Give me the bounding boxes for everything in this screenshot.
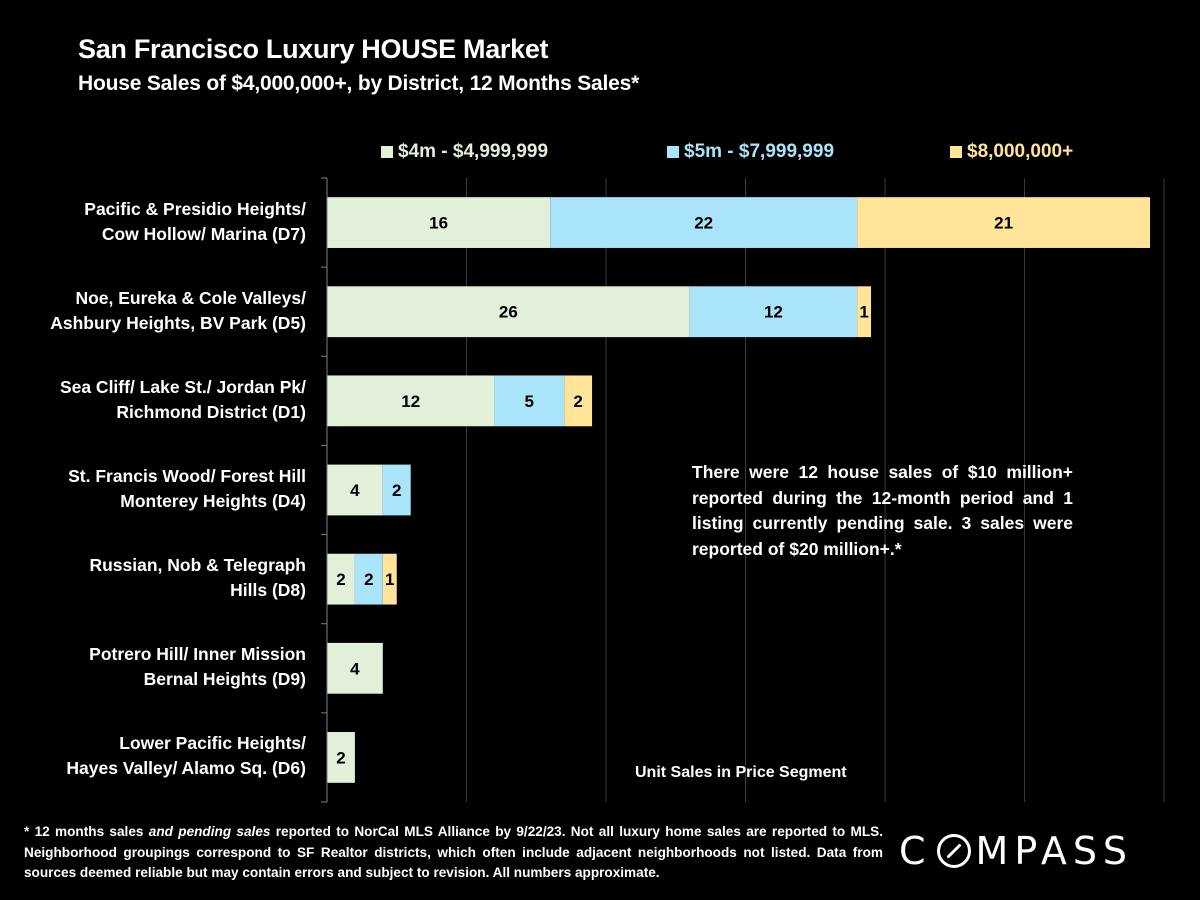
annotation-text: There were 12 house sales of $10 million…: [692, 462, 1073, 559]
compass-logo: C MPASS: [899, 829, 1134, 873]
data-label-1-0: 26: [499, 303, 518, 322]
category-label-4: Russian, Nob & Telegraph Hills (D8): [6, 553, 306, 603]
data-label-2-0: 12: [401, 392, 420, 411]
category-label-line: Richmond District (D1): [116, 401, 306, 422]
category-label-line: Russian, Nob & Telegraph: [89, 555, 306, 576]
data-label-3-0: 4: [350, 481, 360, 500]
bar-segment-2-2: [564, 375, 593, 427]
bars: [327, 197, 1151, 783]
compass-o-icon: [936, 834, 971, 868]
bar-segment-5-0: [327, 642, 383, 694]
category-label-line: Sea Cliff/ Lake St./ Jordan Pk/: [59, 376, 306, 397]
category-label-line: Monterey Heights (D4): [120, 491, 306, 511]
category-label-line: Ashbury Heights, BV Park (D5): [50, 312, 306, 333]
data-label-0-1: 22: [694, 214, 713, 233]
category-label-line: Potrero Hill/ Inner Mission: [89, 644, 306, 665]
bar-segment-4-0: [327, 553, 355, 605]
data-label-4-0: 2: [336, 570, 345, 589]
category-label-6: Lower Pacific Heights/Hayes Valley/ Alam…: [6, 731, 306, 781]
category-label-line: Noe, Eureka & Cole Valleys/: [75, 287, 306, 308]
bar-segment-1-1: [689, 286, 858, 338]
category-label-0: Pacific & Presidio Heights/Cow Hollow/ M…: [6, 197, 306, 247]
category-label-1: Noe, Eureka & Cole Valleys/Ashbury Heigh…: [6, 286, 306, 336]
chart-legend: $4m - $4,999,999 $5m - $7,999,999 $8,000…: [0, 141, 1200, 167]
bar-segment-1-0: [327, 286, 690, 338]
category-label-line: Bernal Heights (D9): [143, 669, 306, 690]
chart-title: San Francisco Luxury HOUSE Market: [78, 34, 549, 64]
bar-segment-0-0: [327, 197, 551, 248]
bar-segment-2-0: [327, 375, 495, 427]
y-axis: [321, 177, 328, 803]
footnote-italic: and pending sales: [148, 824, 271, 839]
bar-segment-4-2: [382, 553, 397, 605]
legend-swatch-4m: [381, 146, 393, 158]
gridlines: [466, 178, 1165, 802]
footnote-rest: reported to NorCal MLS Alliance by 9/22/…: [24, 824, 884, 880]
category-label-3: St. Francis Wood/ Forest Hill Monterey He…: [6, 464, 306, 514]
category-label-line: Hills (D8): [230, 580, 306, 601]
x-axis-title: Unit Sales in Price Segment: [635, 764, 847, 781]
legend-label-4m: $4m - $4,999,999: [398, 141, 549, 162]
bar-segment-3-1: [382, 464, 411, 516]
category-label-2: Sea Cliff/ Lake St./ Jordan Pk/Richmond …: [6, 375, 306, 425]
data-label-4-1: 2: [364, 570, 373, 589]
footnote: * 12 months sales and pending sales repo…: [24, 822, 883, 884]
legend-item-8m: $8,000,000+: [950, 141, 1073, 163]
data-label-4-2: 1: [385, 570, 394, 589]
category-label-line: Cow Hollow/ Marina (D7): [101, 223, 306, 244]
data-label-0-2: 21: [994, 214, 1013, 233]
data-label-3-1: 2: [392, 481, 401, 500]
chart-subtitle: House Sales of $4,000,000+, by District,…: [78, 72, 640, 95]
legend-swatch-8m: [950, 146, 962, 158]
data-label-2-2: 2: [573, 392, 582, 411]
data-label-1-1: 12: [764, 303, 783, 322]
logo-text-start: C: [899, 829, 932, 873]
legend-item-4m: $4m - $4,999,999: [381, 141, 548, 163]
legend-label-5m: $5m - $7,999,999: [684, 141, 835, 162]
legend-label-8m: $8,000,000+: [967, 141, 1074, 162]
bar-segment-3-0: [327, 464, 383, 516]
category-label-line: Pacific & Presidio Heights/: [84, 198, 306, 219]
bar-segment-2-1: [494, 375, 565, 427]
category-label-5: Potrero Hill/ Inner Mission Bernal Height…: [6, 642, 306, 692]
category-label-line: St. Francis Wood/ Forest Hill: [68, 466, 306, 486]
bar-segment-0-1: [550, 197, 858, 248]
bar-segment-6-0: [327, 732, 355, 783]
data-label-6-0: 2: [336, 748, 345, 767]
bar-segment-0-2: [857, 197, 1151, 248]
data-label-2-1: 5: [525, 392, 534, 411]
bar-segment-1-2: [857, 286, 872, 338]
category-label-line: Lower Pacific Heights/: [119, 733, 306, 754]
footnote-prefix: * 12 months sales: [24, 824, 149, 839]
category-label-line: Hayes Valley/ Alamo Sq. (D6): [66, 758, 306, 779]
bar-segment-4-1: [354, 553, 383, 605]
data-label-0-0: 16: [429, 214, 448, 233]
legend-item-5m: $5m - $7,999,999: [667, 141, 834, 163]
data-label-5-0: 4: [350, 659, 360, 678]
logo-text-end: MPASS: [975, 829, 1134, 873]
legend-swatch-5m: [667, 146, 679, 158]
data-label-1-2: 1: [859, 303, 868, 322]
